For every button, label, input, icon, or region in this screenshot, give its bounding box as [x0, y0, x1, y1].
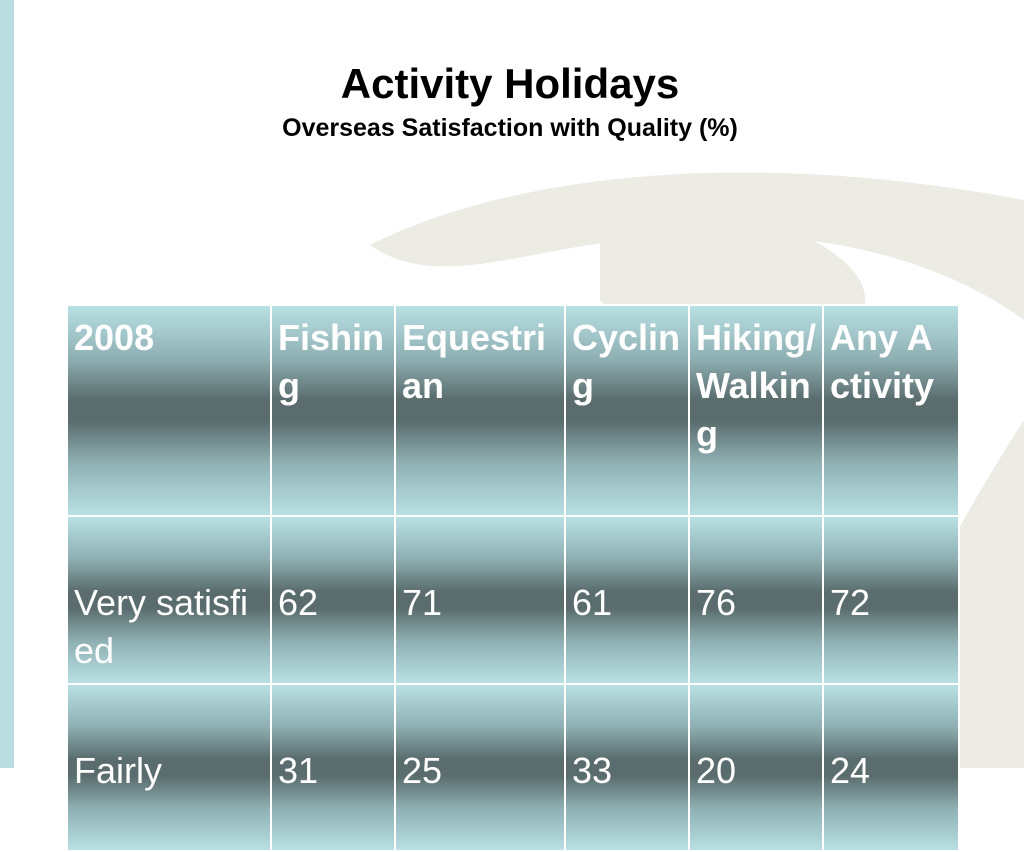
cell: 71: [394, 515, 566, 685]
column-header: Equestrian: [394, 304, 566, 517]
cell: 62: [270, 515, 396, 685]
header-row: 2008 Fishing Equestrian Cycling Hiking/ Walk…: [66, 304, 960, 517]
subtitle: Overseas Satisfaction with Quality (%): [282, 114, 738, 142]
title: Activity Holidays: [340, 60, 680, 107]
table-row: Very satisfied 62 71 61 76 72: [66, 515, 960, 685]
data-table: 2008 Fishing Equestrian Cycling Hiking/ Walk…: [66, 304, 960, 852]
cell: 76: [688, 515, 824, 685]
cell: 61: [564, 515, 690, 685]
column-header: Any Activity: [822, 304, 960, 517]
cell: 72: [822, 515, 960, 685]
column-header: 2008: [66, 304, 272, 517]
column-header: Hiking/ Walking: [688, 304, 824, 517]
row-label: Very satisfied: [66, 515, 272, 685]
column-header: Cycling: [564, 304, 690, 517]
column-header: Fishing: [270, 304, 396, 517]
side-strip: [0, 0, 14, 768]
